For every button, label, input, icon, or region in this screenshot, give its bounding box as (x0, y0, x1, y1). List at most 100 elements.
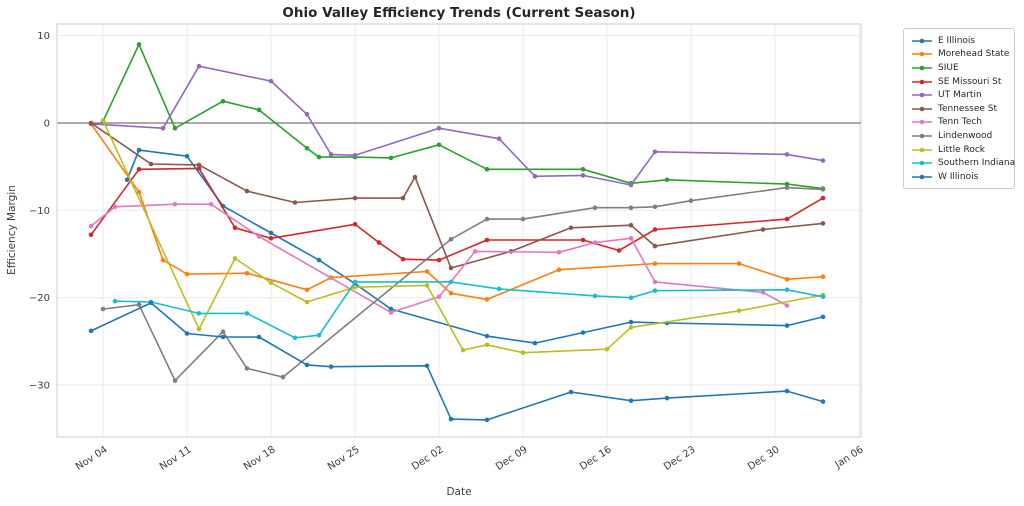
x-tick-label: Nov 11 (158, 444, 194, 473)
data-point (232, 225, 238, 231)
data-point (136, 147, 142, 153)
data-point (88, 223, 94, 229)
y-tick-label: −10 (29, 206, 50, 217)
data-point (352, 222, 358, 227)
legend-marker (919, 52, 925, 57)
data-point (628, 295, 634, 301)
data-point (352, 153, 358, 158)
data-point (136, 167, 142, 172)
data-point (256, 107, 262, 113)
data-point (304, 287, 310, 293)
data-point (136, 189, 142, 195)
data-point (820, 158, 826, 163)
data-point (268, 236, 274, 241)
data-point (556, 250, 562, 255)
data-point (484, 216, 490, 222)
data-point (628, 398, 634, 404)
data-point (256, 334, 262, 340)
y-tick-label: 10 (37, 31, 50, 42)
legend-swatch-icon (912, 38, 932, 44)
data-point (184, 331, 190, 336)
data-point (388, 306, 394, 312)
legend-label: Lindenwood (938, 130, 993, 141)
data-point (100, 118, 106, 123)
x-axis-label: Date (446, 486, 471, 498)
data-point (328, 152, 334, 157)
data-point (88, 232, 94, 238)
legend-item-little-rock: Little Rock (911, 143, 1008, 157)
data-point (412, 174, 418, 180)
data-point (592, 205, 598, 210)
data-point (484, 237, 490, 243)
data-point (784, 303, 790, 308)
legend-label: SIUE (938, 62, 959, 73)
x-tick-label: Dec 30 (746, 444, 782, 472)
data-point (628, 319, 634, 325)
series-line-southern-indiana (114, 281, 824, 339)
data-point (352, 279, 358, 285)
data-point (556, 267, 562, 273)
data-point (580, 237, 586, 243)
legend-marker (919, 38, 925, 44)
data-point (448, 236, 454, 242)
data-point (820, 314, 826, 320)
y-tick-label: −30 (29, 380, 50, 391)
data-point (568, 225, 574, 231)
data-point (568, 389, 574, 395)
data-point (484, 417, 490, 423)
data-point (784, 185, 790, 190)
data-point (304, 299, 310, 305)
data-point (484, 167, 490, 172)
legend-item-tennessee-st: Tennessee St (911, 102, 1008, 116)
data-point (196, 162, 202, 168)
data-point (244, 188, 250, 194)
data-point (88, 120, 94, 126)
data-point (232, 256, 238, 261)
legend-item-morehead-state: Morehead State (911, 48, 1009, 62)
x-tick-label: Dec 02 (410, 444, 446, 472)
data-point (580, 330, 586, 335)
legend-label: E Illinois (938, 35, 976, 46)
data-point (256, 234, 262, 239)
legend-item-tenn-tech: Tenn Tech (911, 116, 1008, 130)
data-point (172, 201, 178, 207)
data-point (472, 249, 478, 254)
data-point (448, 291, 454, 296)
data-point (244, 311, 250, 316)
x-tick-label: Nov 18 (242, 444, 278, 473)
data-point (484, 333, 490, 339)
data-point (652, 288, 658, 294)
data-point (592, 240, 598, 245)
data-point (628, 222, 634, 228)
data-point (208, 201, 214, 207)
data-point (436, 142, 442, 148)
data-point (220, 334, 226, 340)
data-point (424, 283, 430, 288)
data-point (532, 340, 538, 346)
data-point (220, 329, 226, 335)
data-point (400, 195, 406, 201)
data-point (244, 366, 250, 371)
data-point (436, 125, 442, 131)
data-point (784, 181, 790, 187)
legend-label: Southern Indiana (938, 158, 1016, 169)
y-tick-label: 0 (44, 119, 50, 130)
data-point (784, 388, 790, 394)
legend-marker (919, 120, 925, 125)
legend-item-lindenwood: Lindenwood (911, 129, 1008, 143)
data-point (628, 205, 634, 210)
data-point (460, 347, 466, 353)
data-point (352, 284, 358, 290)
data-point (160, 125, 166, 131)
legend-marker (919, 174, 925, 180)
x-tick-label: Dec 09 (494, 444, 530, 472)
data-point (784, 277, 790, 282)
data-point (292, 200, 298, 205)
legend-item-siue: SIUE (911, 61, 1008, 75)
data-point (352, 195, 358, 201)
data-point (196, 311, 202, 316)
legend-swatch-icon (912, 92, 932, 98)
data-point (820, 399, 826, 404)
